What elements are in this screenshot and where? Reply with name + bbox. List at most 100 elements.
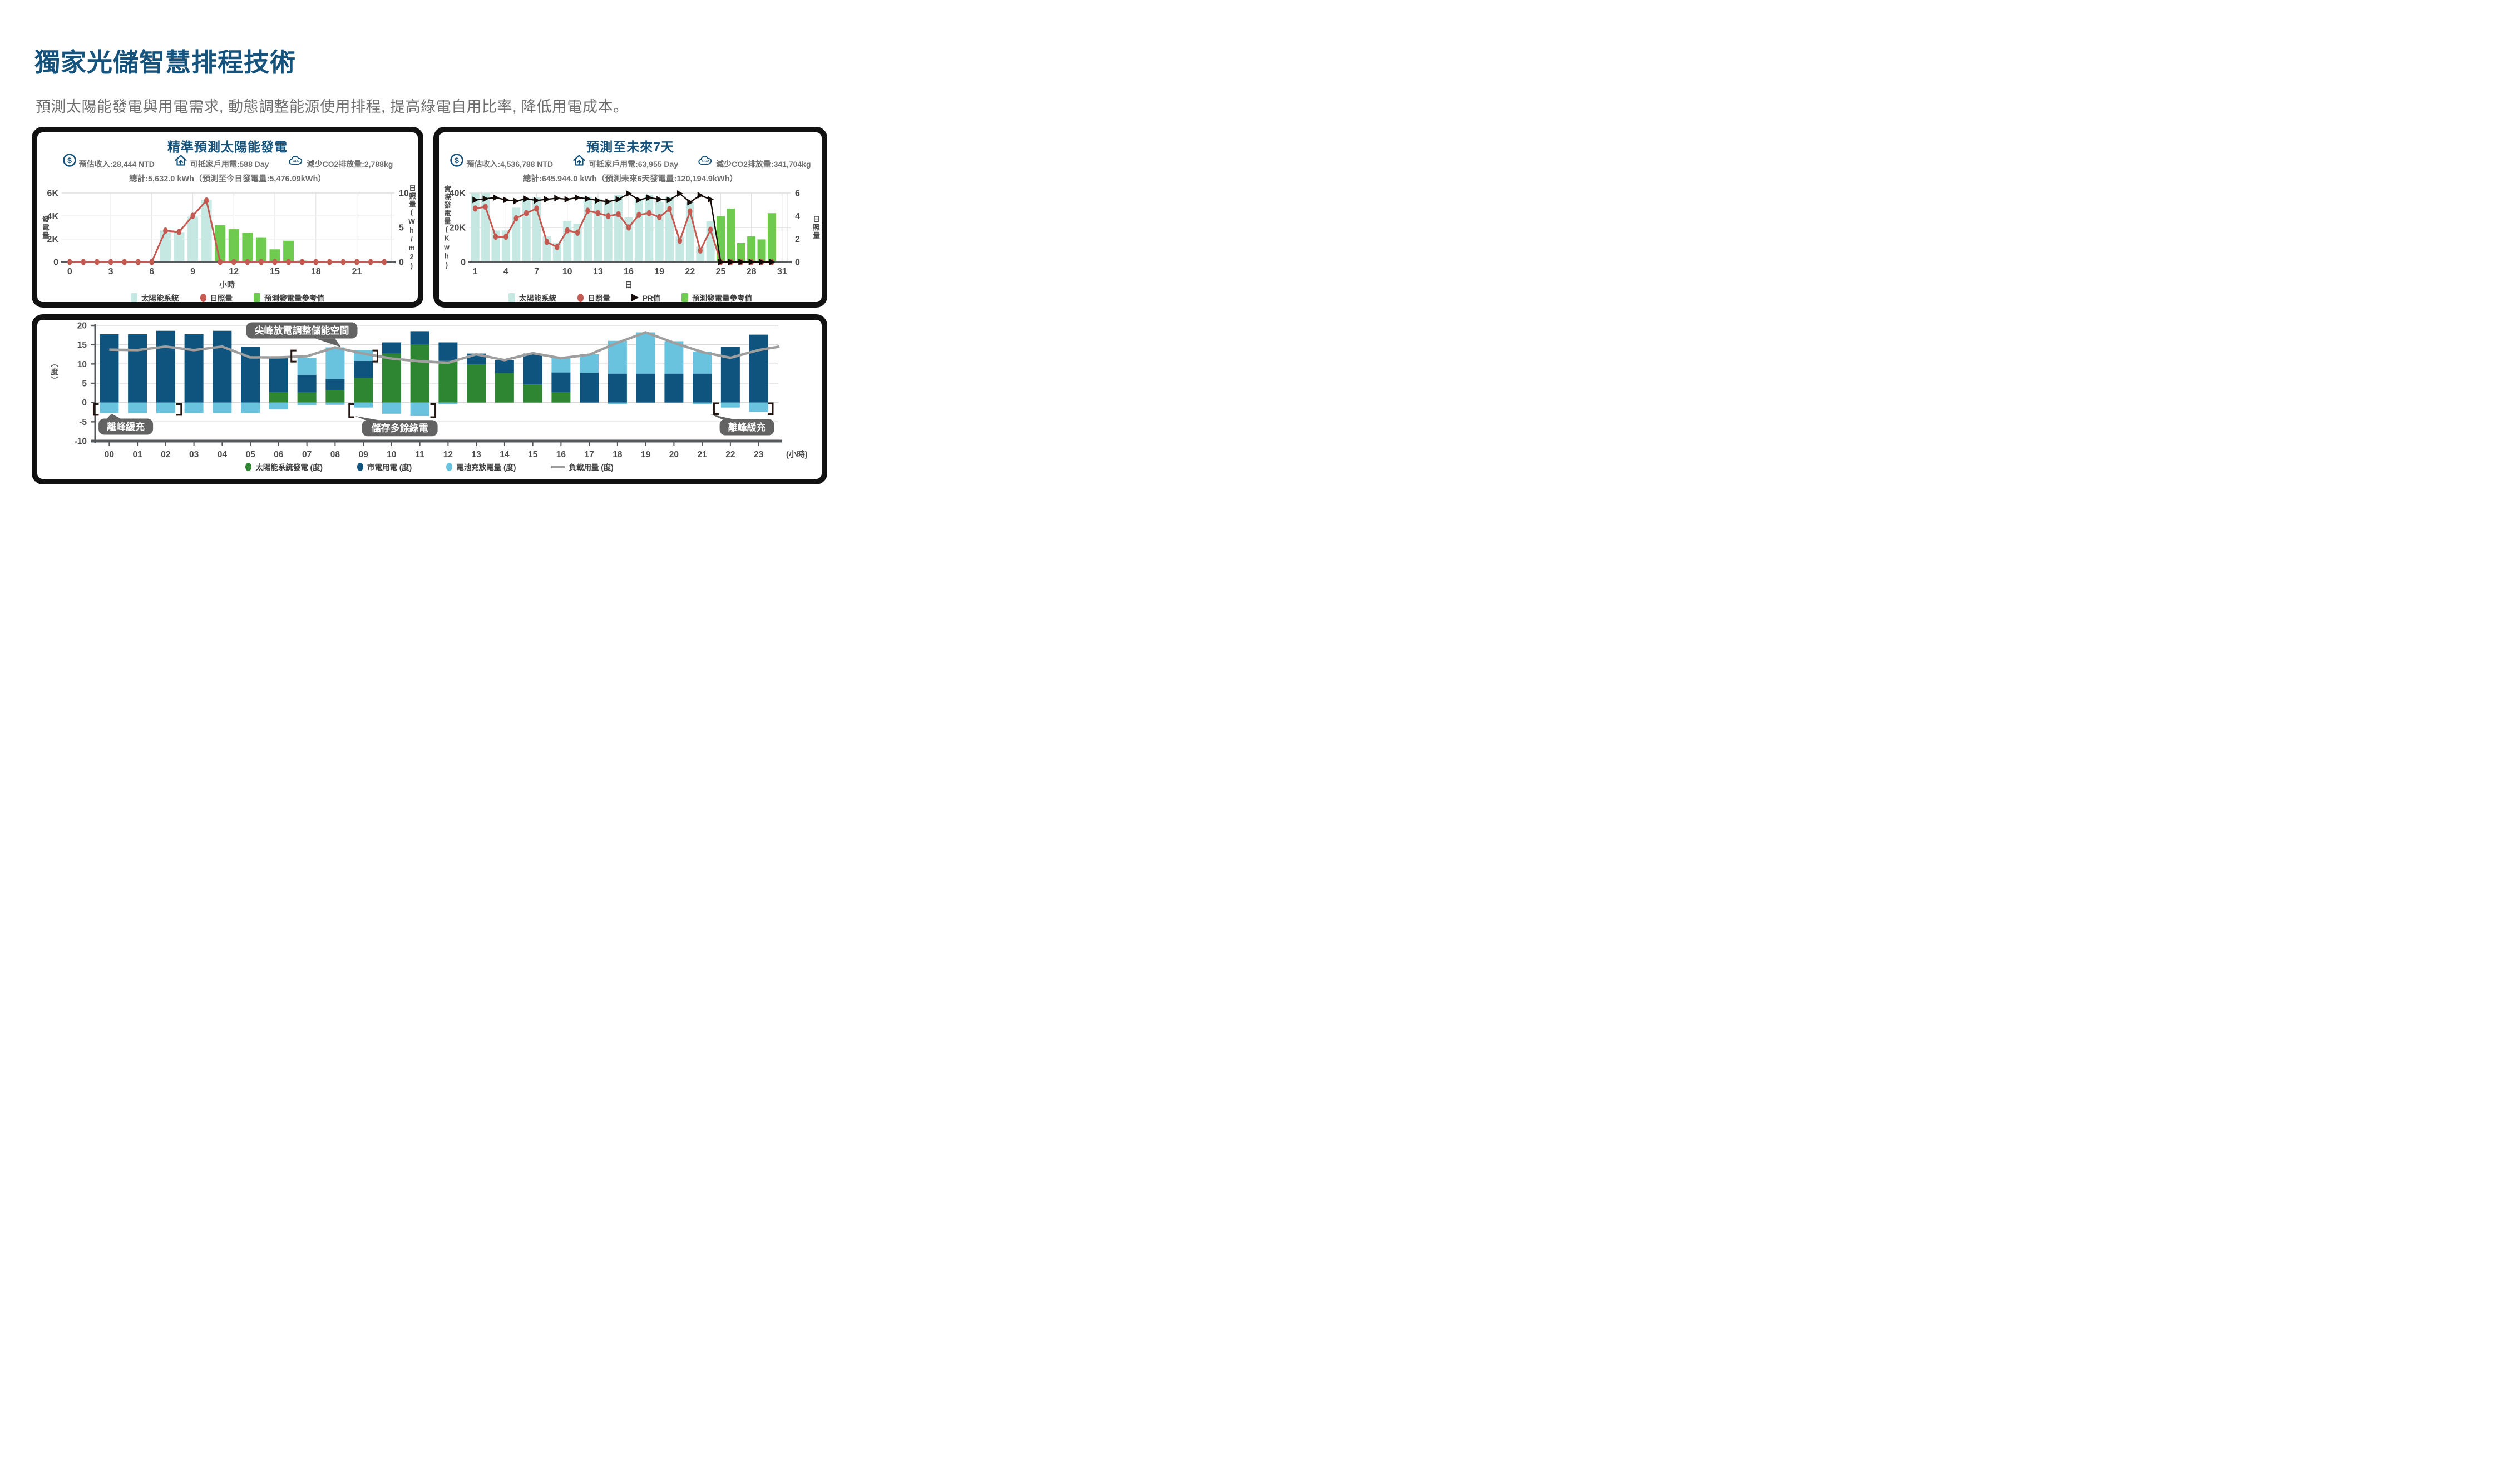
svg-text:18: 18 — [613, 450, 623, 459]
dollar-icon: $ — [63, 154, 76, 167]
svg-text:07: 07 — [302, 450, 312, 459]
svg-text:14: 14 — [500, 450, 510, 459]
legend-item: 電池充放電量 (度) — [446, 461, 516, 472]
svg-text:日照量: 日照量 — [812, 215, 819, 240]
svg-text:18: 18 — [311, 267, 321, 276]
svg-text:10: 10 — [387, 450, 396, 459]
page-title: 獨家光儲智慧排程技術 — [34, 48, 296, 77]
co2-cloud-icon: CO2 — [698, 155, 712, 165]
stats-row: $ 預估收入:28,444 NTD 可抵家戶用電:588 Day CO2 — [37, 154, 418, 171]
svg-text:0: 0 — [795, 258, 800, 268]
svg-text:0: 0 — [67, 267, 72, 276]
stat-label: 可抵家戶用電:63,955 Day — [589, 160, 679, 169]
svg-text:離峰緩充: 離峰緩充 — [728, 422, 766, 433]
svg-text:40K: 40K — [450, 189, 466, 199]
svg-text:25: 25 — [716, 267, 726, 276]
svg-text:13: 13 — [593, 267, 603, 276]
svg-text:$: $ — [67, 156, 72, 165]
legend-marker-dot — [577, 293, 584, 302]
home-icon — [175, 155, 187, 166]
legend-label: 太陽能系統 — [518, 294, 557, 303]
stat-household: 可抵家戶用電:588 Day — [174, 155, 269, 171]
solar-today-chart: 0 2K 4K 6K 0 5 10 0 3 6 9 12 15 18 21 小時 發電量 日照量(Wh/m2) — [37, 185, 418, 292]
legend-label: 電池充放電量 (度) — [456, 463, 516, 472]
panel-title: 預測至未來7天 — [586, 140, 674, 154]
stat-household: 可抵家戶用電:63,955 Day — [572, 155, 679, 171]
page-subtitle: 預測太陽能發電與用電需求, 動態調整能源使用排程, 提高綠電自用比率, 降低用電… — [36, 98, 629, 115]
svg-text:12: 12 — [229, 267, 239, 276]
svg-text:28: 28 — [747, 267, 757, 276]
svg-text:08: 08 — [330, 450, 340, 459]
svg-text:儲存多餘綠電: 儲存多餘綠電 — [372, 423, 428, 434]
legend-label: 預測發電量參考值 — [264, 294, 324, 303]
home-icon — [573, 155, 585, 166]
stat-co2: CO2 減少CO2排放量:2,788kg — [288, 155, 393, 171]
svg-text:4: 4 — [503, 267, 508, 276]
svg-text:5: 5 — [82, 379, 87, 389]
legend-label: 日照量 — [587, 294, 610, 303]
legend-label: 市電用電 (度) — [367, 463, 412, 472]
svg-text:03: 03 — [189, 450, 199, 459]
energy-schedule-chart: 00 01 02 03 04 05 06 07 08 09 10 11 12 13 14 15 16 17 18 19… — [37, 321, 822, 460]
svg-text:4K: 4K — [47, 212, 59, 221]
legend-item: 負載用量 (度) — [550, 461, 614, 472]
svg-text:5: 5 — [399, 224, 404, 233]
svg-text:20: 20 — [77, 321, 87, 331]
svg-text:2K: 2K — [47, 235, 59, 244]
svg-text:15: 15 — [270, 267, 280, 276]
legend-label: 負載用量 (度) — [569, 463, 614, 472]
svg-text:小時: 小時 — [219, 280, 235, 289]
svg-text:發電量: 發電量 — [41, 215, 50, 240]
svg-text:09: 09 — [359, 450, 369, 459]
svg-text:17: 17 — [585, 450, 594, 459]
legend-label: 預測發電量參考值 — [692, 294, 753, 303]
legend-item: PR值 — [631, 292, 660, 303]
svg-text:CO2: CO2 — [702, 160, 709, 164]
solar-today-legend: 太陽能系統 日照量 預測發電量參考值 — [37, 292, 418, 303]
stat-label: 可抵家戶用電:588 Day — [190, 160, 269, 169]
stat-co2: CO2 減少CO2排放量:341,704kg — [697, 155, 811, 171]
energy-schedule-legend: 太陽能系統發電 (度) 市電用電 (度) 電池充放電量 (度) 負載用量 (度) — [37, 461, 822, 472]
svg-text:0: 0 — [399, 258, 404, 268]
legend-marker-circle — [357, 462, 363, 471]
svg-text:（度）: （度） — [50, 360, 59, 385]
svg-text:12: 12 — [443, 450, 453, 459]
legend-item: 預測發電量參考值 — [254, 292, 324, 303]
svg-text:日照量(Wh/m2): 日照量(Wh/m2) — [408, 185, 416, 271]
legend-item: 日照量 — [577, 292, 610, 303]
svg-text:21: 21 — [352, 267, 362, 276]
svg-text:10: 10 — [77, 360, 87, 369]
svg-text:CO2: CO2 — [293, 160, 300, 164]
legend-marker-square — [254, 293, 260, 302]
legend-item: 日照量 — [200, 292, 233, 303]
legend-item: 太陽能系統 — [131, 292, 179, 303]
legend-label: 太陽能系統發電 (度) — [255, 463, 323, 472]
total-line: 總計:645.944.0 kWh（預測未來6天發電量:120,194.9kWh） — [523, 175, 738, 184]
stat-label: 減少CO2排放量:341,704kg — [716, 160, 811, 169]
svg-text:(小時): (小時) — [786, 450, 808, 459]
svg-text:02: 02 — [161, 450, 170, 459]
legend-marker-circle — [245, 462, 252, 471]
svg-text:00: 00 — [105, 450, 114, 459]
dollar-icon: $ — [450, 154, 464, 167]
legend-item: 預測發電量參考值 — [681, 292, 752, 303]
svg-text:16: 16 — [556, 450, 566, 459]
legend-marker-circle — [446, 462, 453, 471]
legend-label: 日照量 — [210, 294, 233, 303]
legend-label: 太陽能系統 — [141, 294, 179, 303]
svg-text:21: 21 — [698, 450, 708, 459]
forecast-7days-legend: 太陽能系統 日照量 PR值 預測發電量參考值 — [439, 292, 822, 303]
svg-text:15: 15 — [528, 450, 538, 459]
legend-marker-square — [508, 293, 515, 302]
stat-label: 預估收入:28,444 NTD — [78, 160, 155, 169]
svg-text:22: 22 — [685, 267, 695, 276]
legend-item: 太陽能系統發電 (度) — [245, 461, 323, 472]
stat-revenue: $ 預估收入:4,536,788 NTD — [450, 154, 553, 171]
svg-text:10: 10 — [562, 267, 572, 276]
svg-text:16: 16 — [624, 267, 634, 276]
svg-text:0: 0 — [82, 398, 87, 408]
stat-revenue: $ 預估收入:28,444 NTD — [62, 154, 155, 171]
svg-text:-10: -10 — [75, 437, 87, 447]
svg-text:10: 10 — [399, 189, 409, 199]
panel-solar-today: 精準預測太陽能發電 $ 預估收入:28,444 NTD 可抵家戶用電:588 D — [32, 127, 423, 308]
